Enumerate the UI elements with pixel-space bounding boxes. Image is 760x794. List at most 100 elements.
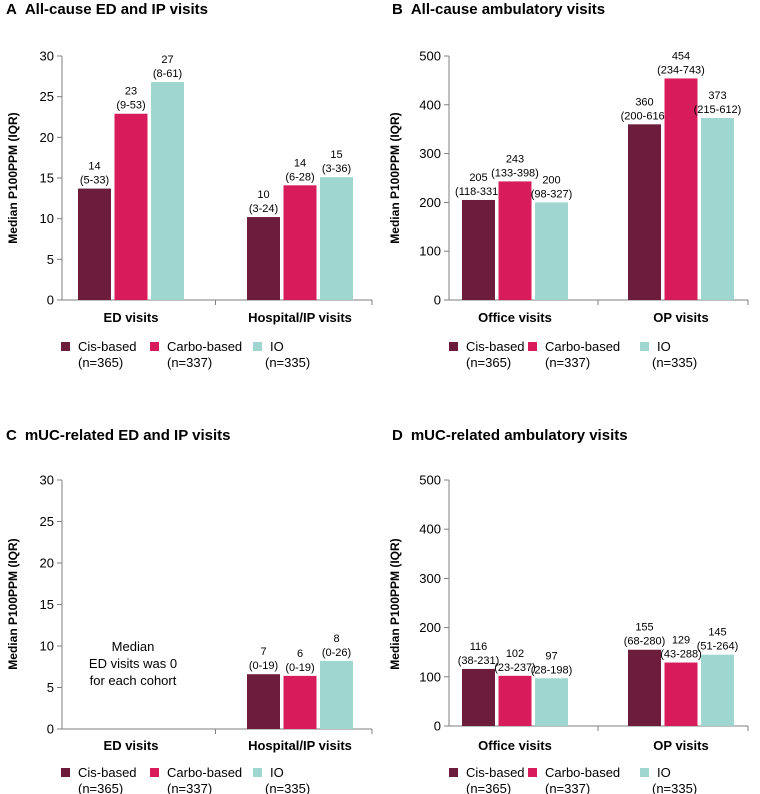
- annotation-line: Median: [112, 639, 155, 654]
- bar-cis-based-0: [462, 668, 495, 726]
- data-label-value: 116: [470, 641, 488, 653]
- bar-io-1: [701, 117, 734, 300]
- data-label-value: 205: [469, 172, 487, 184]
- data-label-value: 200: [542, 174, 560, 186]
- category-label: Hospital/IP visits: [248, 738, 352, 753]
- panel-letter: B: [392, 1, 403, 18]
- legend-label: Carbo-based: [167, 339, 242, 354]
- y-tick-label: 300: [419, 146, 441, 161]
- bar-carbo-based-1: [664, 662, 698, 726]
- bar-cis-based-0: [462, 199, 495, 300]
- panel-title: A All-cause ED and IP visits: [6, 1, 208, 18]
- y-tick-label: 10: [40, 639, 54, 654]
- legend-label: IO: [270, 339, 284, 354]
- y-tick-label: 15: [40, 171, 54, 186]
- y-tick-label: 30: [40, 473, 54, 488]
- y-tick-label: 20: [40, 556, 54, 571]
- data-label-value: 14: [294, 157, 306, 169]
- data-label-value: 7: [260, 646, 266, 658]
- category-label: ED visits: [104, 738, 159, 753]
- data-label-value: 243: [506, 153, 524, 165]
- y-tick-label: 300: [419, 571, 441, 586]
- category-label: Hospital/IP visits: [248, 310, 352, 325]
- data-label-iqr: (6-28): [285, 171, 314, 183]
- bar-cis-based-1: [247, 674, 280, 729]
- bar-cis-based-1: [628, 649, 661, 726]
- data-label-iqr: (8-61): [153, 68, 182, 80]
- annotation-line: for each cohort: [90, 673, 177, 688]
- data-label-value: 145: [708, 627, 726, 639]
- y-tick-label: 15: [40, 597, 54, 612]
- data-label-iqr: (5-33): [80, 175, 109, 187]
- legend-n: (n=337): [167, 781, 212, 794]
- legend-label: Cis-based: [466, 765, 525, 780]
- data-label-iqr: (133-398): [491, 167, 539, 179]
- data-label-iqr: (23-237): [494, 662, 536, 674]
- data-label-iqr: (38-231): [458, 655, 500, 667]
- panel-letter: D: [392, 427, 403, 444]
- data-label-iqr: (68-280): [624, 636, 666, 648]
- data-label-iqr: (51-264): [697, 641, 739, 653]
- legend-swatch: [640, 342, 649, 351]
- panel-title-text: mUC-related ambulatory visits: [411, 427, 628, 444]
- y-tick-label: 100: [419, 244, 441, 259]
- data-label-iqr: (0-26): [322, 647, 351, 659]
- bar-io-0: [151, 82, 184, 300]
- data-label-value: 6: [297, 648, 303, 660]
- legend-label: Carbo-based: [167, 765, 242, 780]
- data-label-value: 8: [333, 633, 339, 645]
- legend-swatch: [528, 342, 537, 351]
- legend-swatch: [61, 342, 70, 351]
- y-tick-label: 200: [419, 195, 441, 210]
- y-tick-label: 5: [47, 680, 54, 695]
- panel-title-text: mUC-related ED and IP visits: [25, 427, 231, 444]
- y-tick-label: 30: [40, 49, 54, 64]
- legend-label: IO: [657, 339, 671, 354]
- y-tick-label: 400: [419, 522, 441, 537]
- y-axis-label: Median P100PPM (IQR): [6, 112, 20, 243]
- bar-cis-based-0: [78, 188, 111, 300]
- legend-n: (n=335): [265, 355, 310, 370]
- panel-letter: A: [6, 1, 17, 18]
- category-label: OP visits: [653, 738, 708, 753]
- annotation-note: Median ED visits was 0 for each cohort: [89, 639, 177, 688]
- data-label-value: 23: [125, 86, 137, 98]
- data-label-iqr: (3-36): [322, 163, 351, 175]
- data-label-iqr: (0-19): [285, 662, 314, 674]
- legend-label: Cis-based: [78, 765, 137, 780]
- y-tick-label: 100: [419, 669, 441, 684]
- data-label-iqr: (28-198): [531, 664, 573, 676]
- y-tick-label: 0: [434, 719, 441, 734]
- legend-n: (n=365): [466, 355, 511, 370]
- data-label-iqr: (9-53): [116, 100, 145, 112]
- y-tick-label: 10: [40, 211, 54, 226]
- data-label-value: 360: [635, 96, 653, 108]
- y-tick-label: 25: [40, 89, 54, 104]
- legend-label: IO: [270, 765, 284, 780]
- data-label-value: 129: [672, 635, 690, 647]
- category-label: OP visits: [653, 310, 708, 325]
- bar-io-1: [701, 654, 734, 726]
- data-label-value: 27: [161, 54, 173, 66]
- y-axis-label: Median P100PPM (IQR): [6, 538, 20, 669]
- legend-n: (n=335): [265, 781, 310, 794]
- legend-swatch: [528, 768, 537, 777]
- category-label: Office visits: [478, 310, 552, 325]
- legend-n: (n=337): [545, 781, 590, 794]
- legend-swatch: [449, 768, 458, 777]
- legend-label: Carbo-based: [545, 339, 620, 354]
- legend-swatch: [61, 768, 70, 777]
- annotation-line: ED visits was 0: [89, 656, 177, 671]
- bar-carbo-based-1: [664, 78, 698, 300]
- panel-title-text: All-cause ambulatory visits: [411, 1, 605, 18]
- bar-cis-based-1: [628, 124, 661, 300]
- data-label-iqr: (43-288): [660, 649, 702, 661]
- legend-label: IO: [657, 765, 671, 780]
- data-label-value: 15: [330, 149, 342, 161]
- data-label-value: 97: [545, 650, 557, 662]
- y-tick-label: 0: [47, 722, 54, 737]
- panel-title-text: All-cause ED and IP visits: [25, 1, 208, 18]
- y-tick-label: 5: [47, 252, 54, 267]
